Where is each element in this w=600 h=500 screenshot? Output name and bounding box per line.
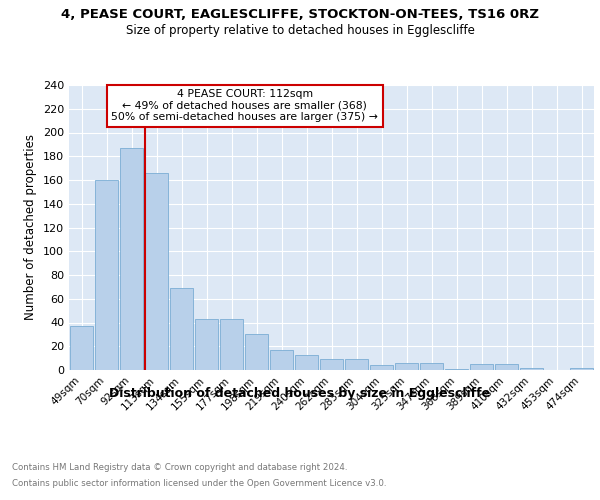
Bar [395, 363, 418, 370]
Text: 4 PEASE COURT: 112sqm
← 49% of detached houses are smaller (368)
50% of semi-det: 4 PEASE COURT: 112sqm ← 49% of detached … [112, 90, 379, 122]
Bar [194, 319, 218, 370]
Bar [220, 319, 244, 370]
Y-axis label: Number of detached properties: Number of detached properties [25, 134, 37, 320]
Bar [520, 368, 544, 370]
Bar [370, 365, 394, 370]
Bar [320, 360, 343, 370]
Bar [95, 180, 118, 370]
Text: Contains public sector information licensed under the Open Government Licence v3: Contains public sector information licen… [12, 479, 386, 488]
Bar [569, 368, 593, 370]
Bar [119, 148, 143, 370]
Text: Size of property relative to detached houses in Egglescliffe: Size of property relative to detached ho… [125, 24, 475, 37]
Text: Contains HM Land Registry data © Crown copyright and database right 2024.: Contains HM Land Registry data © Crown c… [12, 462, 347, 471]
Text: Distribution of detached houses by size in Egglescliffe: Distribution of detached houses by size … [109, 388, 491, 400]
Bar [269, 350, 293, 370]
Bar [170, 288, 193, 370]
Bar [344, 360, 368, 370]
Bar [245, 334, 268, 370]
Bar [70, 326, 94, 370]
Bar [145, 173, 169, 370]
Bar [494, 364, 518, 370]
Text: 4, PEASE COURT, EAGLESCLIFFE, STOCKTON-ON-TEES, TS16 0RZ: 4, PEASE COURT, EAGLESCLIFFE, STOCKTON-O… [61, 8, 539, 20]
Bar [470, 364, 493, 370]
Bar [419, 363, 443, 370]
Bar [295, 354, 319, 370]
Bar [445, 369, 469, 370]
